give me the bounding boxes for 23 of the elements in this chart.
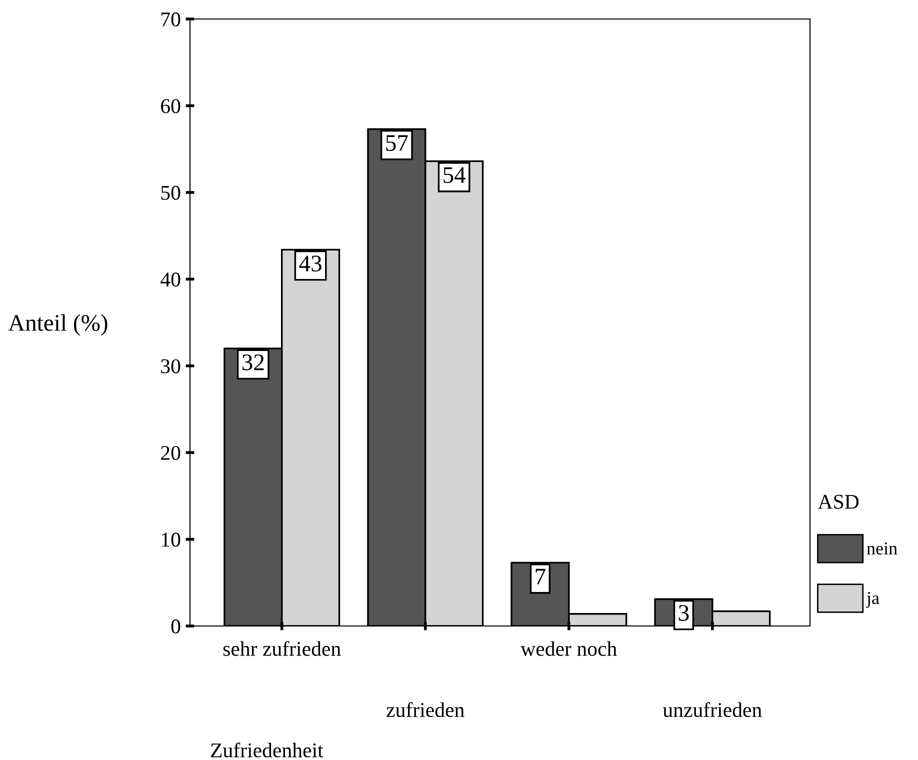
data-label: 32	[242, 354, 264, 370]
y-tick-label: 20	[161, 446, 180, 460]
data-label: 43	[299, 256, 322, 272]
data-label: 54	[444, 167, 466, 184]
y-tick-label: 60	[161, 99, 180, 114]
y-tick-label: 30	[161, 359, 180, 374]
y-tick-label: 10	[162, 532, 180, 547]
data-label: 57	[386, 135, 408, 151]
data-label: 3	[678, 605, 689, 621]
data-label: 7	[536, 568, 546, 584]
x-tick-label: zufrieden	[386, 702, 464, 718]
y-tick-label: 50	[161, 186, 180, 200]
y-tick-label: 70	[162, 12, 180, 26]
y-tick-label: 0	[171, 619, 180, 634]
x-axis-title: Zufriedenheit	[210, 742, 324, 758]
x-tick-label: sehr zufrieden	[223, 641, 341, 656]
y-axis-title: Anteil (%)	[8, 314, 108, 336]
legend-label: ja	[866, 592, 880, 608]
legend-label: nein	[866, 542, 898, 555]
legend-title: ASD	[818, 494, 859, 509]
y-tick-label: 40	[160, 272, 180, 287]
x-tick-label: unzufrieden	[662, 702, 762, 718]
x-tick-label: weder noch	[520, 641, 617, 656]
